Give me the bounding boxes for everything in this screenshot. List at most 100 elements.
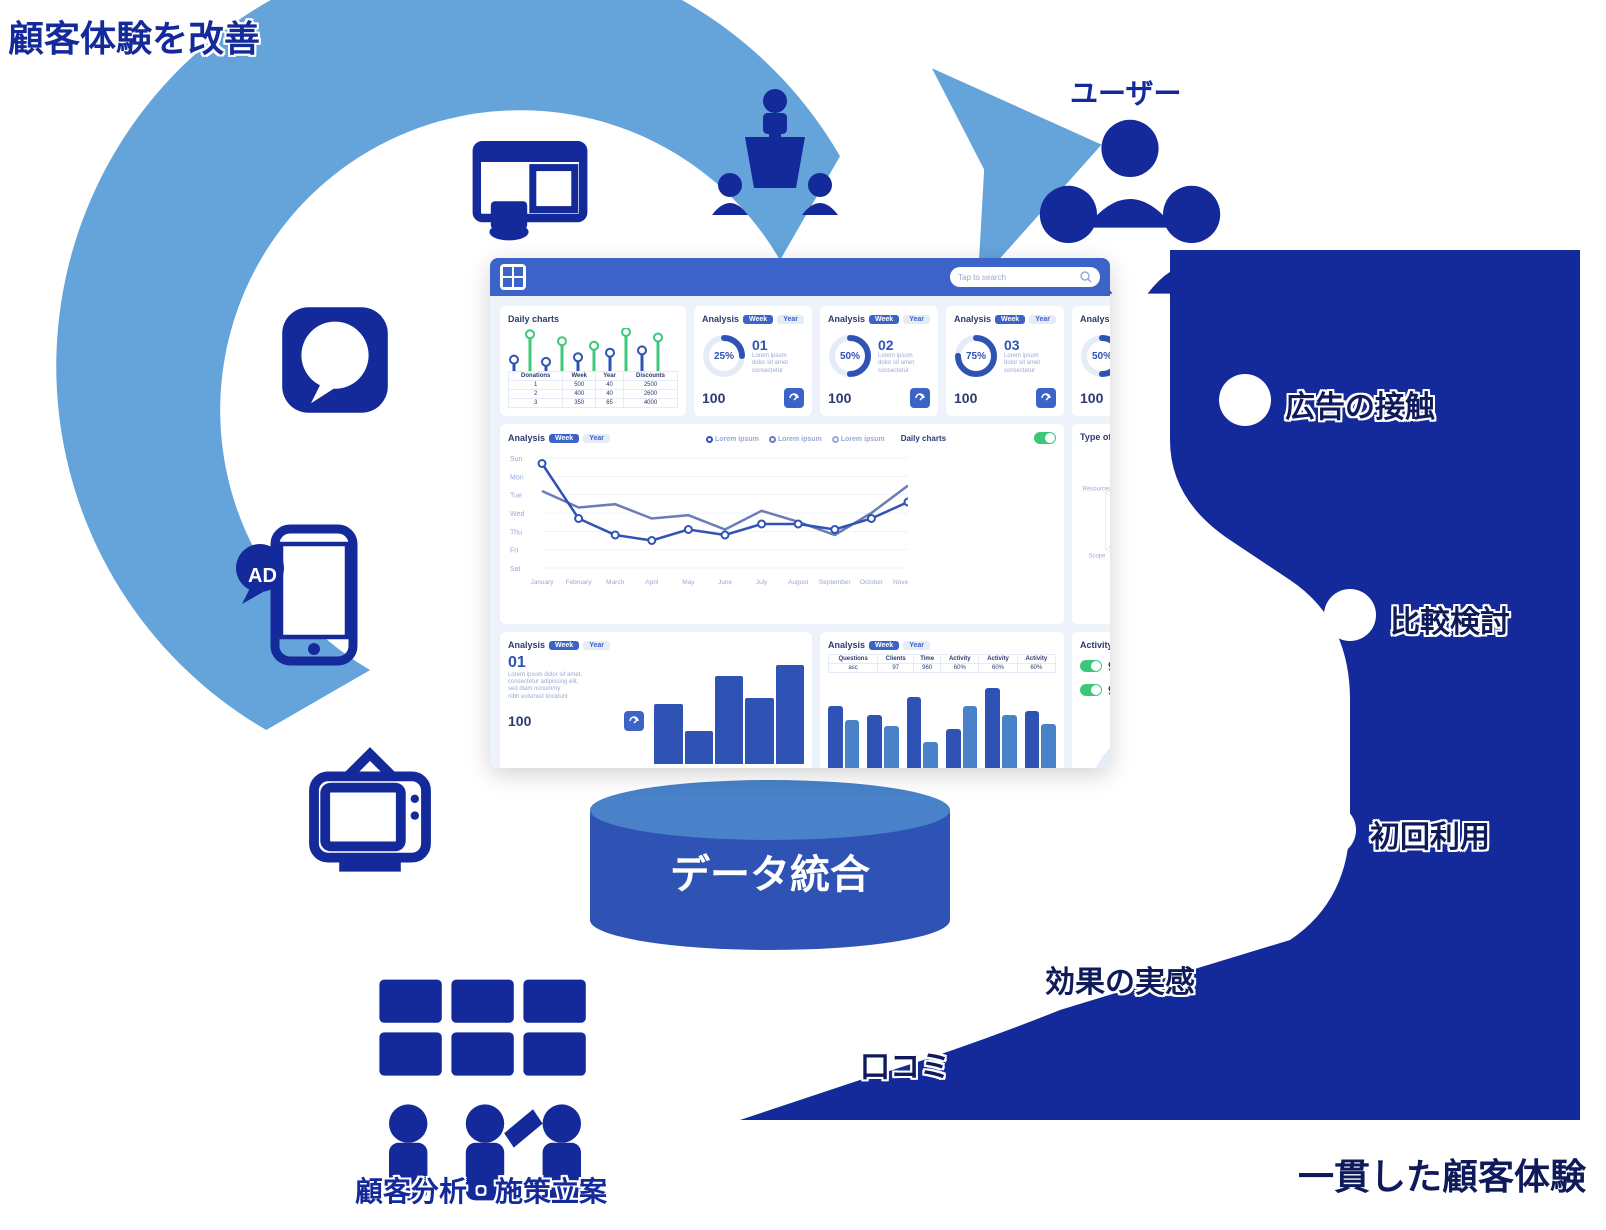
kpi-footer-value: 100 [954, 390, 977, 406]
svg-text:September: September [819, 579, 852, 586]
tab-year[interactable]: Year [777, 315, 804, 324]
dashboard-body: Analysis Week Year 25% 01 Lorem ipsumdolo… [490, 296, 1110, 768]
tab-year[interactable]: Year [903, 315, 930, 324]
line-chart-card: AnalysisWeek Year Lorem ipsum Lorem ipsu… [500, 424, 1064, 624]
cylinder-label: データ統合 [670, 842, 870, 900]
kpi-footer-value: 100 [1080, 390, 1103, 406]
svg-text:50%: 50% [840, 351, 860, 362]
kpi-card-3: AnalysisWeek Year 50% 04 Lorem ipsumdolo… [1072, 306, 1110, 416]
activity-toggle[interactable] [1080, 684, 1102, 696]
search-input[interactable]: Tap to search [950, 267, 1100, 287]
svg-text:March: March [606, 579, 624, 586]
svg-text:November: November [893, 579, 908, 586]
bm-table: QuestionsClientsTimeActivityActivityActi… [828, 654, 1056, 673]
tab-year[interactable]: Year [903, 641, 930, 650]
tab-week[interactable]: Week [995, 315, 1025, 324]
data-integration-cylinder: データ統合 [590, 780, 950, 950]
bl-index: 01 [508, 654, 644, 672]
bm-title: Analysis [828, 640, 865, 650]
share-button[interactable] [1036, 388, 1056, 408]
search-icon [1080, 271, 1092, 283]
kpi-title: Analysis [702, 314, 739, 324]
journey-dot-3 [979, 949, 1031, 1001]
kpi-footer-value: 100 [702, 390, 725, 406]
journey-dot-1 [1324, 589, 1376, 641]
kpi-card-0: Analysis Week Year 25% 01 Lorem ipsumdolo… [694, 306, 812, 416]
svg-text:Scope: Scope [1088, 554, 1106, 560]
kpi-card-2: AnalysisWeek Year 75% 03 Lorem ipsumdolo… [946, 306, 1064, 416]
svg-text:50%: 50% [1092, 351, 1110, 362]
svg-text:August: August [788, 579, 808, 586]
gauge: 25% 50% 100% Lorem ipsum dolor sit [1080, 702, 1110, 768]
line-title: Analysis [508, 433, 545, 443]
bottom-left-card: Analysis Week Year 01 Lorem ipsum dolor s… [500, 632, 812, 768]
radar-title: Type of Load [1080, 432, 1110, 442]
journey-label-3: 効果の実感 [1045, 957, 1195, 1001]
daily-toggle[interactable] [1034, 432, 1056, 444]
svg-text:February: February [566, 579, 593, 586]
tab-week[interactable]: Week [869, 315, 899, 324]
journey-label-4: 口コミ [860, 1042, 950, 1086]
svg-text:Sun: Sun [510, 456, 523, 463]
svg-text:Fri: Fri [510, 548, 519, 555]
journey-dot-2 [1304, 804, 1356, 856]
tab-week[interactable]: Week [869, 641, 899, 650]
kpi-title: Analysis [828, 314, 865, 324]
kpi-title: Analysis [1080, 314, 1110, 324]
kpi-index: 01 [752, 337, 788, 353]
journey-label-1: 比較検討 [1390, 597, 1510, 641]
bl-desc: Lorem ipsum dolor sit amet,consectetur a… [508, 672, 644, 701]
svg-text:January: January [530, 579, 554, 586]
heading-consistent-cx: 一貫した顧客体験 [1298, 1148, 1586, 1200]
bl-bars [654, 654, 804, 764]
channel-booth-icon [460, 120, 600, 260]
svg-text:May: May [682, 579, 695, 586]
svg-text:Tue: Tue [510, 493, 522, 500]
journey-label-2: 初回利用 [1370, 812, 1490, 856]
activity-card: Activity 9600$ 960$ 25% 50% 100% Lorem i… [1072, 632, 1110, 768]
journey-label-0: 広告の接触 [1285, 382, 1435, 426]
channel-tv-icon [300, 740, 440, 880]
radar-chart: BudgetSupportScheduleQualityScopeResourc… [1080, 446, 1110, 596]
tab-year[interactable]: Year [583, 434, 610, 443]
search-placeholder: Tap to search [958, 273, 1006, 282]
kpi-card-1: AnalysisWeek Year 50% 02 Lorem ipsumdolo… [820, 306, 938, 416]
tab-week[interactable]: Week [549, 434, 579, 443]
tab-year[interactable]: Year [583, 641, 610, 650]
svg-text:25%: 25% [714, 351, 734, 362]
tab-week[interactable]: Week [743, 315, 773, 324]
journey-dot-4 [794, 1034, 846, 1086]
bottom-mid-card: Analysis Week Year QuestionsClientsTimeAc… [820, 632, 1064, 768]
share-button[interactable] [624, 711, 644, 731]
tab-year[interactable]: Year [1029, 315, 1056, 324]
sns-label: SNS [304, 341, 366, 375]
activity-value: 9600$ [1108, 658, 1110, 674]
kpi-desc: Lorem ipsumdolor sit ametconsectetur [878, 353, 914, 375]
analysis-team-label: 顧客分析・施策立案 [355, 1170, 607, 1210]
svg-text:75%: 75% [966, 351, 986, 362]
channel-adphone-icon: AD [230, 520, 380, 670]
svg-text:October: October [860, 579, 884, 586]
svg-text:Sat: Sat [510, 566, 521, 573]
bl-footer: 100 [508, 713, 531, 729]
bm-bars [828, 679, 1056, 768]
activity-toggle[interactable] [1080, 660, 1102, 672]
svg-text:Mon: Mon [510, 474, 524, 481]
dashboard: Tap to search Analysis Week Year 25% 01 L… [490, 258, 1110, 768]
daily-charts-card: Daily charts DonationsWeekYearDiscounts1… [500, 306, 686, 416]
radar-card: Type of Load BudgetSupportScheduleQualit… [1072, 424, 1110, 624]
activity-title: Activity [1080, 640, 1110, 650]
kpi-desc: Lorem ipsumdolor sit ametconsectetur [1004, 353, 1040, 375]
dashboard-logo-icon [500, 264, 526, 290]
share-button[interactable] [784, 388, 804, 408]
daily-table: DonationsWeekYearDiscounts15004025002400… [508, 371, 678, 408]
kpi-desc: Lorem ipsumdolor sit ametconsectetur [752, 353, 788, 375]
bl-title: Analysis [508, 640, 545, 650]
tab-week[interactable]: Week [549, 641, 579, 650]
kpi-footer-value: 100 [828, 390, 851, 406]
svg-text:Wed: Wed [510, 511, 524, 518]
share-button[interactable] [910, 388, 930, 408]
channel-sns-icon: SNS [275, 300, 395, 420]
kpi-title: Analysis [954, 314, 991, 324]
svg-text:June: June [718, 579, 732, 586]
